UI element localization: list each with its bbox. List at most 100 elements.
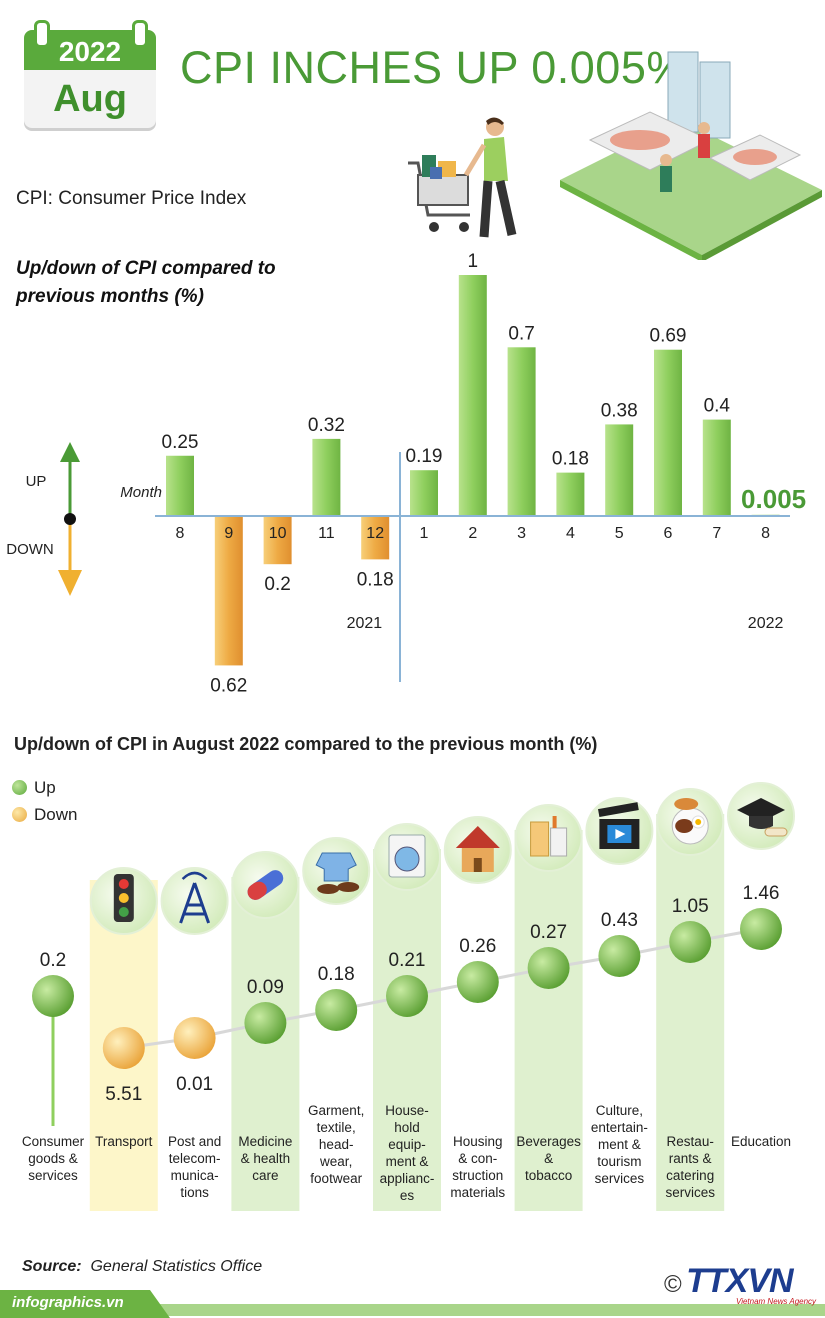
dot-value-label: 0.43 — [601, 910, 638, 931]
dot-value-label: 0.01 — [176, 1074, 213, 1095]
dot-value-label: 0.27 — [530, 922, 567, 943]
month-axis-label: Month — [120, 484, 162, 501]
dot-up — [456, 961, 499, 1003]
bar-value-label: 0.38 — [601, 400, 638, 421]
dot-up — [669, 921, 712, 963]
month-tick-label: 6 — [664, 525, 673, 542]
chart2-title: Up/down of CPI in August 2022 compared t… — [14, 734, 598, 754]
shirt-shoes-icon — [302, 837, 371, 905]
source-line: Source: General Statistics Office — [22, 1258, 262, 1276]
calendar-bottom — [24, 70, 156, 128]
category-label: Garment, textile, head-wear, footwear — [308, 1103, 364, 1186]
category-highlight-band — [373, 849, 441, 1211]
shopping-cart-icon — [408, 155, 470, 232]
freezer-icon — [667, 51, 731, 139]
legend-down-label: Down — [34, 805, 78, 824]
month-tick-label: 11 — [318, 525, 335, 542]
calendar-ring-icon — [132, 20, 148, 48]
category-label: Transport — [95, 1134, 153, 1149]
antenna-tower-icon — [160, 867, 229, 935]
site-link[interactable]: infographics.vn — [12, 1294, 124, 1311]
bar-value-label: 0.4 — [704, 396, 731, 417]
bar-down — [214, 516, 243, 666]
source-label: Source: — [22, 1258, 82, 1275]
category-highlight-band — [514, 830, 583, 1211]
washing-machine-icon — [373, 823, 441, 891]
category-label: Beverages & tobacco — [516, 1134, 581, 1183]
month-tick-label: 4 — [566, 525, 575, 542]
dot-up — [244, 1002, 287, 1044]
legend-down-dot — [12, 807, 27, 822]
month-tick-label: 10 — [269, 525, 287, 542]
meat-counter-icon — [588, 111, 802, 181]
page-title: CPI INCHES UP 0.005% — [180, 42, 687, 93]
category-highlight-band — [656, 814, 725, 1211]
category-label: Housing & con-struction materials — [450, 1134, 505, 1200]
dot-value-label: 1.05 — [672, 896, 709, 917]
month-tick-label: 9 — [224, 525, 233, 542]
bar-value-label: 0.25 — [162, 432, 199, 453]
dot-value-label: 0.21 — [389, 950, 426, 971]
bar-up — [507, 347, 536, 516]
food-plate-icon — [656, 788, 725, 856]
monthly-cpi-bar-chart: UP DOWN Month 0.2580.6290.2100.32110.181… — [6, 251, 806, 696]
dot-up — [527, 947, 570, 989]
legend-up-label: Up — [34, 778, 56, 797]
bar-up — [605, 424, 634, 516]
traffic-light-icon — [89, 867, 158, 935]
legend-up-dot — [12, 780, 27, 795]
bar-up — [654, 349, 682, 516]
bar-up — [410, 470, 438, 516]
bar-up — [458, 275, 487, 516]
calendar-month: Aug — [53, 78, 127, 120]
down-label: DOWN — [6, 541, 54, 558]
bar-value-label: 0.19 — [406, 446, 443, 467]
bar-value-label: 1 — [468, 251, 479, 272]
bar-value-label: 0.32 — [308, 415, 345, 436]
dot-up — [386, 975, 428, 1017]
bar-value-label: 0.7 — [508, 323, 534, 344]
dot-up — [598, 935, 641, 977]
cpi-definition: CPI: Consumer Price Index — [16, 188, 247, 209]
bar-value-label: 0.69 — [650, 326, 687, 347]
dot-value-label: 1.46 — [743, 883, 780, 904]
bar-up — [556, 472, 585, 516]
category-label: Post and telecom-munica-tions — [168, 1134, 221, 1200]
dot-down — [102, 1027, 145, 1069]
footer-site-bar — [0, 1290, 170, 1318]
bar-up — [312, 438, 341, 516]
up-label: UP — [26, 473, 47, 490]
down-arrow-icon — [58, 570, 82, 596]
calendar-ring-icon — [34, 20, 50, 48]
footer-stripe — [150, 1304, 825, 1316]
bar-value-label: 0.2 — [264, 574, 290, 595]
month-tick-label: 3 — [517, 525, 526, 542]
dot-value-label: 0.26 — [459, 936, 496, 957]
dot-down — [173, 1017, 216, 1059]
bar-up — [702, 419, 731, 516]
calendar-badge: 2022 Aug — [24, 20, 156, 130]
bar-down — [263, 516, 292, 565]
up-arrow-icon — [60, 442, 80, 462]
month-tick-label: 1 — [420, 525, 429, 542]
year-label: 2021 — [347, 615, 383, 632]
agency-logo: © TTXVN — [664, 1262, 794, 1301]
bar-value-label: 0.005 — [741, 484, 806, 514]
source-value: General Statistics Office — [90, 1258, 263, 1275]
bar-value-label: 0.62 — [210, 675, 247, 696]
year-label: 2022 — [748, 615, 784, 632]
graduation-cap-icon — [727, 782, 795, 850]
drinks-icon — [514, 804, 583, 872]
category-cpi-chart: 0.2 Consumer goods & services 5.51 Transport 0… — [22, 782, 795, 1211]
bar-down — [361, 516, 390, 560]
dot-value-label: 0.18 — [318, 964, 355, 985]
supermarket-illustration — [560, 51, 822, 260]
month-tick-label: 5 — [615, 525, 624, 542]
up-down-indicator: UP DOWN — [6, 442, 82, 596]
bar-value-label: 0.18 — [552, 449, 589, 470]
bar-value-label: 0.18 — [357, 569, 394, 590]
shopper-person-icon — [463, 117, 517, 238]
pill-capsule-icon — [231, 851, 300, 919]
month-tick-label: 12 — [366, 525, 384, 542]
dot-value-label: 5.51 — [105, 1084, 142, 1105]
